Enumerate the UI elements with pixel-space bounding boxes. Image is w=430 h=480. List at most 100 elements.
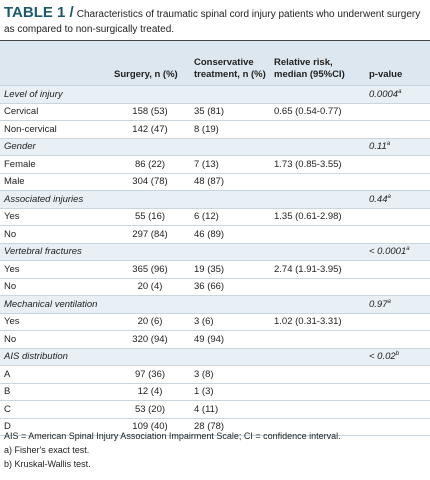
cell bbox=[365, 155, 430, 174]
cell: 0.65 (0.54-0.77) bbox=[270, 103, 365, 121]
cell bbox=[270, 225, 365, 244]
data-row: A 97 (36) 3 (8) bbox=[0, 365, 430, 384]
cell: 1.73 (0.85-3.55) bbox=[270, 155, 365, 174]
group-name: Vertebral fractures bbox=[0, 243, 365, 261]
title: TABLE 1 /Characteristics of traumatic sp… bbox=[4, 5, 424, 37]
group-name: Level of injury bbox=[0, 85, 365, 104]
p-note: b bbox=[395, 351, 400, 358]
cell: 49 (94) bbox=[190, 330, 270, 349]
cell: 365 (96) bbox=[110, 260, 190, 279]
row-label: Non-cervical bbox=[0, 120, 110, 139]
cell: 8 (19) bbox=[190, 120, 270, 139]
header-cell: Conservative treatment, n (%) bbox=[190, 40, 270, 86]
data-row: D 109 (40) 28 (78) bbox=[0, 418, 430, 436]
data-row: C 53 (20) 4 (11) bbox=[0, 400, 430, 419]
row-label: No bbox=[0, 330, 110, 349]
cell bbox=[365, 400, 430, 419]
header-cell: Relative risk, median (95%CI) bbox=[270, 40, 365, 86]
header-cell: p-value bbox=[365, 40, 430, 86]
row-label: B bbox=[0, 383, 110, 401]
cell bbox=[270, 330, 365, 349]
row-label: C bbox=[0, 400, 110, 419]
cell: 35 (81) bbox=[190, 103, 270, 121]
cell bbox=[365, 208, 430, 226]
footnotes: AIS = American Spinal Injury Association… bbox=[4, 429, 341, 471]
p-note: a bbox=[406, 246, 410, 253]
group-row: Mechanical ventilation 0.97a bbox=[0, 295, 430, 314]
group-name: Mechanical ventilation bbox=[0, 295, 365, 314]
cell bbox=[365, 260, 430, 279]
data-row: No 20 (4) 36 (66) bbox=[0, 278, 430, 296]
title-label: TABLE 1 / bbox=[4, 4, 74, 21]
cell: 1 (3) bbox=[190, 383, 270, 401]
cell bbox=[270, 365, 365, 384]
row-label: No bbox=[0, 225, 110, 244]
cell: 19 (35) bbox=[190, 260, 270, 279]
cell: 20 (4) bbox=[110, 278, 190, 296]
row-label: Yes bbox=[0, 208, 110, 226]
p-value: < 0.0001 bbox=[369, 246, 407, 258]
cell: 28 (78) bbox=[190, 418, 270, 436]
cell: 55 (16) bbox=[110, 208, 190, 226]
cell: 48 (87) bbox=[190, 173, 270, 191]
cell: 1.02 (0.31-3.31) bbox=[270, 313, 365, 331]
cell: 12 (4) bbox=[110, 383, 190, 401]
cell bbox=[270, 278, 365, 296]
row-label: A bbox=[0, 365, 110, 384]
cell: 297 (84) bbox=[110, 225, 190, 244]
cell: 3 (6) bbox=[190, 313, 270, 331]
data-row: B 12 (4) 1 (3) bbox=[0, 383, 430, 401]
row-label: Yes bbox=[0, 260, 110, 279]
p-value-cell: 0.44a bbox=[365, 190, 430, 209]
cell: 7 (13) bbox=[190, 155, 270, 174]
group-name: Gender bbox=[0, 138, 365, 156]
data-row: No 297 (84) 46 (89) bbox=[0, 225, 430, 244]
table-header: Surgery, n (%) Conservative treatment, n … bbox=[0, 40, 430, 86]
cell bbox=[365, 173, 430, 191]
cell bbox=[270, 173, 365, 191]
cell: 1.35 (0.61-2.98) bbox=[270, 208, 365, 226]
p-note: a bbox=[386, 141, 391, 148]
table-body: Level of injury 0.0004a Cervical 158 (53) 35… bbox=[0, 85, 430, 436]
cell bbox=[270, 400, 365, 419]
cell bbox=[365, 278, 430, 296]
footnote: b) Kruskal-Wallis test. bbox=[4, 459, 91, 469]
data-row: Non-cervical 142 (47) 8 (19) bbox=[0, 120, 430, 139]
p-value: 0.0004 bbox=[369, 88, 399, 100]
p-note: a bbox=[387, 193, 391, 200]
p-value-cell: < 0.0001a bbox=[365, 243, 430, 261]
group-row: Associated injuries 0.44a bbox=[0, 190, 430, 209]
cell: 46 (89) bbox=[190, 225, 270, 244]
group-row: Vertebral fractures < 0.0001a bbox=[0, 243, 430, 261]
header-row: Surgery, n (%) Conservative treatment, n … bbox=[0, 40, 430, 86]
data-row: Female 86 (22) 7 (13) 1.73 (0.85-3.55) bbox=[0, 155, 430, 174]
cell bbox=[365, 103, 430, 121]
cell: 109 (40) bbox=[110, 418, 190, 436]
cell bbox=[365, 365, 430, 384]
p-note: a bbox=[398, 88, 402, 95]
cell: 158 (53) bbox=[110, 103, 190, 121]
cell bbox=[365, 120, 430, 139]
p-value-cell: < 0.02b bbox=[365, 348, 430, 366]
cell bbox=[365, 225, 430, 244]
cell: 86 (22) bbox=[110, 155, 190, 174]
p-value-cell: 0.97a bbox=[365, 295, 430, 314]
group-row: AIS distribution < 0.02b bbox=[0, 348, 430, 366]
cell bbox=[270, 418, 365, 436]
row-label: Female bbox=[0, 155, 110, 174]
cell: 3 (8) bbox=[190, 365, 270, 384]
row-label: D bbox=[0, 418, 110, 436]
cell bbox=[270, 120, 365, 139]
cell: 97 (36) bbox=[110, 365, 190, 384]
data-row: Male 304 (78) 48 (87) bbox=[0, 173, 430, 191]
p-note: a bbox=[387, 298, 391, 305]
cell: 320 (94) bbox=[110, 330, 190, 349]
header-cell: Surgery, n (%) bbox=[110, 40, 190, 86]
footnote: a) Fisher's exact test. bbox=[4, 445, 90, 455]
group-name: AIS distribution bbox=[0, 348, 365, 366]
cell: 20 (6) bbox=[110, 313, 190, 331]
cell bbox=[365, 330, 430, 349]
cell bbox=[270, 383, 365, 401]
p-value: 0.44 bbox=[369, 193, 388, 205]
